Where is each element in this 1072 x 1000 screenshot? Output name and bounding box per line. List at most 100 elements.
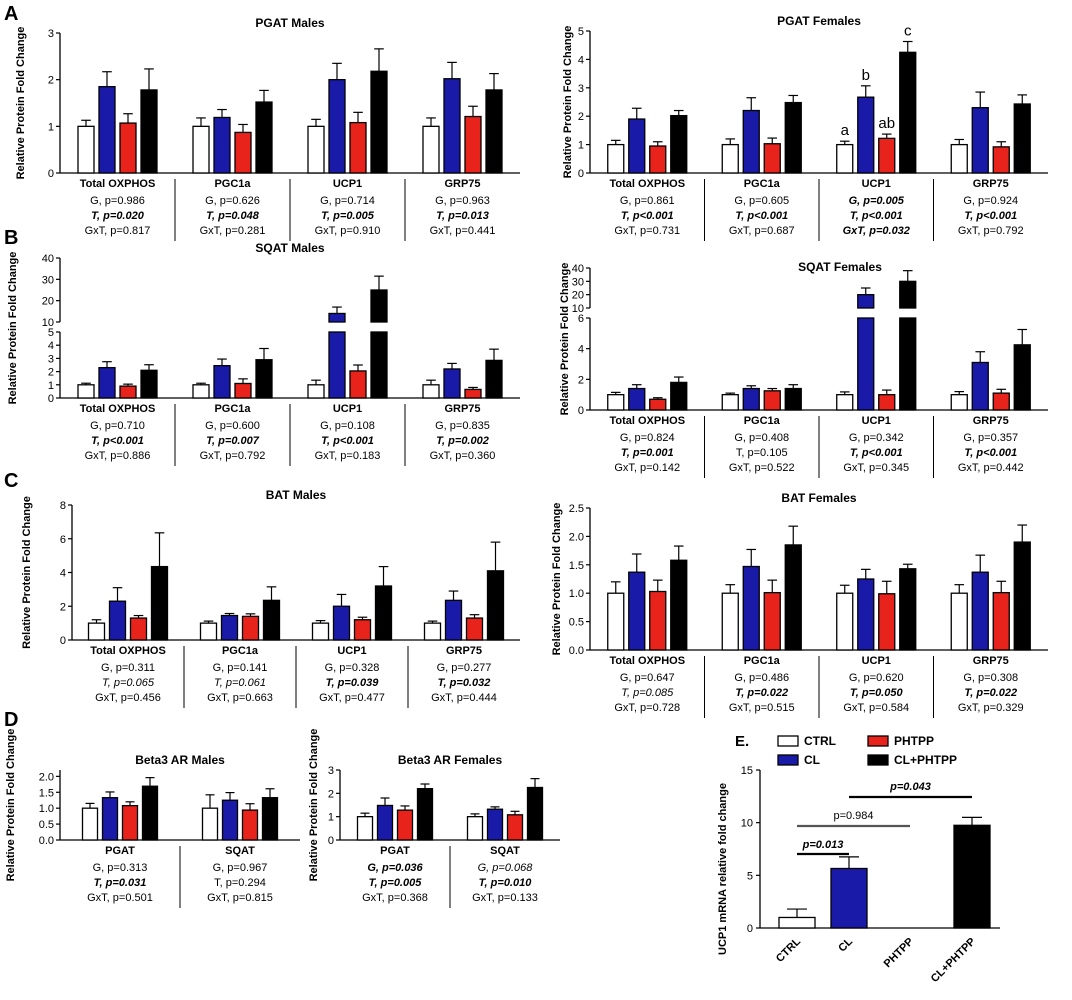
bar-cl — [857, 96, 875, 174]
bar-cl — [486, 808, 504, 841]
bar-ctrl — [836, 143, 854, 174]
category-label: PGC1a — [214, 178, 251, 190]
stat-line: GxT, p=0.501 — [87, 892, 153, 904]
chart-title: PGAT Males — [255, 16, 324, 30]
bar-cl — [971, 107, 989, 174]
y-tick-label: 2 — [48, 75, 54, 87]
bar-phtpp — [763, 591, 781, 651]
bar-ctrl — [950, 592, 968, 651]
stat-line: T, p=0.065 — [102, 677, 155, 689]
stat-line: GxT, p=0.886 — [85, 450, 151, 462]
bar-cl-phtpp — [670, 114, 688, 174]
y-tick-label: 3 — [328, 765, 334, 777]
y-tick-label: 0 — [60, 635, 66, 647]
bar-cl — [443, 368, 461, 399]
stat-line: G, p=0.835 — [435, 420, 490, 432]
stat-line: GxT, p=0.183 — [315, 450, 381, 462]
bar-cl-phtpp — [899, 568, 917, 651]
bar-cl — [108, 600, 127, 641]
bar-cl-phtpp — [784, 387, 802, 411]
stat-line: GxT, p=0.522 — [729, 462, 795, 474]
bar-cl — [376, 804, 394, 841]
bar-phtpp — [465, 617, 484, 641]
bar-ctrl — [721, 143, 739, 174]
y-tick-label: 4 — [578, 54, 584, 66]
legend-label: CL+PHTPP — [894, 753, 957, 767]
stat-line: G, p=0.710 — [90, 420, 145, 432]
stat-line: T, p=0.061 — [214, 677, 266, 689]
stat-line: T, p=0.105 — [736, 447, 788, 459]
y-tick-label: 2 — [328, 788, 334, 800]
y-tick-label: 2.0 — [569, 531, 584, 543]
y-tick-label: 0 — [747, 923, 753, 935]
bar-cl-phtpp — [485, 89, 503, 174]
stat-line: GxT, p=0.133 — [472, 892, 538, 904]
y-tick-label: 20 — [42, 296, 54, 308]
bar-phtpp — [649, 398, 667, 411]
stat-line: GxT, p=0.442 — [958, 462, 1024, 474]
stat-line: T, p<0.001 — [964, 210, 1017, 222]
chart-title: SQAT Females — [798, 260, 882, 274]
bar-cl-lower — [328, 331, 346, 399]
bar-phtpp — [878, 593, 896, 651]
bar-cl-phtpp — [140, 369, 158, 399]
category-label: Total OXPHOS — [80, 178, 156, 190]
comparison-label: p=0.984 — [833, 810, 873, 822]
y-tick-label: 0.0 — [39, 835, 54, 847]
stat-line: GxT, p=0.792 — [958, 225, 1024, 237]
bar-ctrl — [607, 143, 625, 174]
y-tick-label: 8 — [60, 500, 66, 512]
legend-label: PHTPP — [894, 734, 934, 748]
y-tick-label: 3 — [48, 353, 54, 365]
stat-line: G, p=0.824 — [620, 432, 675, 444]
legend-swatch — [777, 754, 799, 766]
y-tick-label: 0 — [578, 405, 584, 417]
stat-line: G, p=0.605 — [734, 195, 789, 207]
y-tick-label: 10 — [572, 303, 584, 315]
y-tick-label: 30 — [42, 274, 54, 286]
bar-ctrl — [356, 816, 374, 841]
bar-phtpp — [234, 131, 252, 174]
y-axis-label: Relative Protein Fold Change — [308, 729, 320, 882]
panel-letter-b: B — [4, 227, 18, 249]
stat-line: T, p<0.001 — [735, 210, 788, 222]
bar-cl-phtpp — [953, 824, 991, 929]
chart-title: BAT Males — [266, 488, 327, 502]
bar-phtpp — [119, 385, 137, 399]
chart-title: PGAT Females — [777, 14, 861, 28]
stat-line: GxT, p=0.368 — [362, 892, 428, 904]
bar-cl — [971, 571, 989, 651]
category-label: Total OXPHOS — [609, 178, 685, 190]
stat-line: GxT, p=0.584 — [843, 702, 909, 714]
bar-ctrl — [836, 394, 854, 411]
bar-cl-phtpp — [150, 565, 169, 641]
stat-line: G, p=0.486 — [734, 672, 789, 684]
bar-cl — [443, 78, 461, 174]
bar-cl-phtpp — [486, 570, 505, 641]
category-label: SQAT — [490, 845, 520, 857]
y-tick-label: 2 — [578, 111, 584, 123]
category-label: PGC1a — [214, 403, 251, 415]
comparison-label: p=0.013 — [802, 839, 844, 851]
significance-letter: a — [841, 122, 850, 139]
stat-line: GxT, p=0.444 — [431, 692, 497, 704]
bar-ctrl — [307, 125, 325, 174]
bar-phtpp — [992, 591, 1010, 651]
y-tick-label: 2.0 — [39, 771, 54, 783]
bar-cl-phtpp — [1013, 541, 1031, 651]
stat-line: T, p=0.007 — [206, 435, 260, 447]
bar-phtpp — [119, 122, 137, 174]
category-label: UCP1 — [337, 645, 366, 657]
bar-ctrl — [199, 622, 218, 641]
category-label: GRP75 — [444, 403, 480, 415]
legend-label: CTRL — [804, 734, 836, 748]
y-tick-label: 40 — [572, 263, 584, 275]
stat-line: GxT, p=0.910 — [315, 225, 381, 237]
comparison-label: p=0.043 — [889, 781, 931, 793]
stat-line: G, p=0.108 — [320, 420, 375, 432]
category-label: SQAT — [225, 845, 255, 857]
stat-line: G, p=0.924 — [963, 195, 1018, 207]
category-label: Total OXPHOS — [90, 645, 166, 657]
category-label: GRP75 — [444, 178, 480, 190]
panel-letter-c: C — [4, 470, 18, 492]
